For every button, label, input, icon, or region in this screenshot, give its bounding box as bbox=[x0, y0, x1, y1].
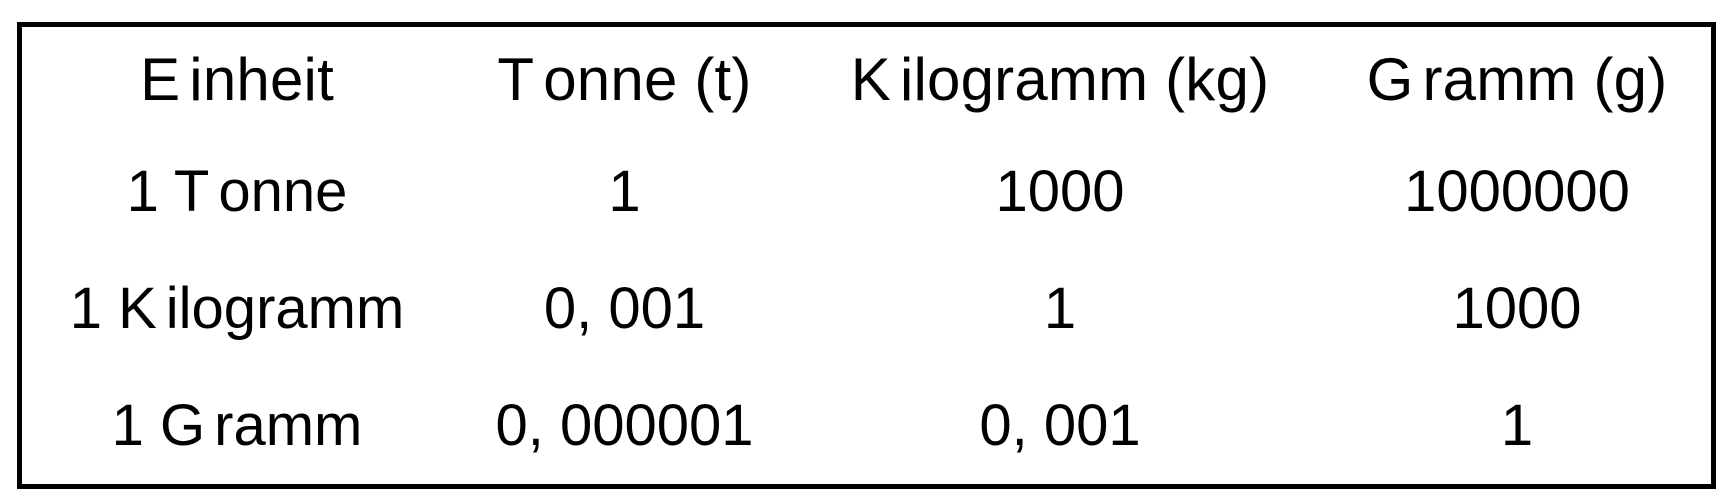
cell-unit-gramm-lead: 1 G bbox=[111, 392, 206, 458]
cell-tonne-in-gramm: 1000000 bbox=[1404, 158, 1630, 224]
cell-gramm-in-gramm: 1 bbox=[1500, 392, 1534, 458]
column-header-kilogramm-lead: K bbox=[850, 46, 891, 113]
cell-unit-gramm-rest: ramm bbox=[214, 392, 363, 458]
column-header-einheit-lead: E bbox=[140, 46, 181, 113]
column-header-gramm-rest: ramm (g) bbox=[1422, 46, 1668, 113]
cell-tonne-in-kilogramm: 1000 bbox=[995, 158, 1125, 224]
cell-gramm-in-tonne: 0, 000001 bbox=[495, 392, 754, 458]
cell-kilogramm-in-gramm: 1000 bbox=[1452, 275, 1582, 341]
cell-unit-kilogramm-rest: ilogramm bbox=[165, 275, 405, 341]
column-header-tonne-rest: onne (t) bbox=[543, 46, 752, 113]
cell-kilogramm-in-kilogramm: 1 bbox=[1043, 275, 1077, 341]
cell-tonne-in-tonne: 1 bbox=[608, 158, 641, 224]
column-header-einheit-rest: inheit bbox=[189, 46, 334, 113]
cell-kilogramm-in-tonne: 0, 001 bbox=[543, 275, 706, 341]
column-header-tonne-lead: T bbox=[497, 46, 535, 113]
cell-unit-tonne-rest: onne bbox=[218, 158, 348, 224]
column-header-gramm-lead: G bbox=[1366, 46, 1414, 113]
cell-gramm-in-kilogramm: 0, 001 bbox=[979, 392, 1141, 458]
column-header-kilogramm-rest: ilogramm (kg) bbox=[899, 46, 1270, 113]
cell-unit-kilogramm-lead: 1 K bbox=[69, 275, 157, 341]
cell-unit-tonne-lead: 1 T bbox=[126, 158, 210, 224]
